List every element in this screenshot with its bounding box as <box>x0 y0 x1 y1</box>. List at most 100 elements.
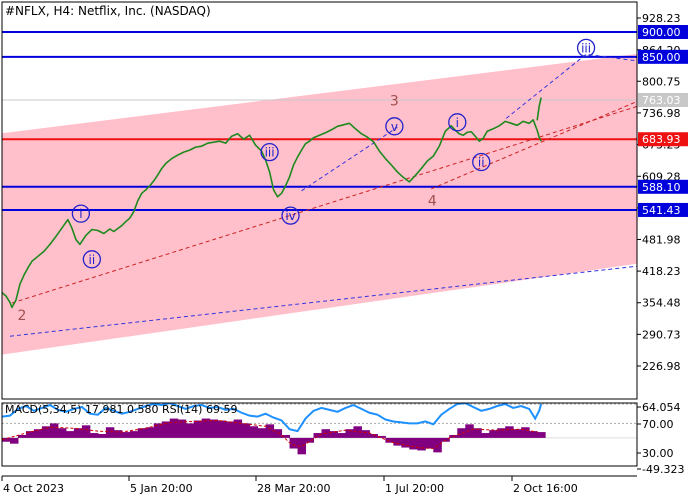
macd-bar <box>361 430 370 438</box>
macd-bar <box>2 437 11 442</box>
macd-bar <box>337 433 346 438</box>
macd-bar <box>513 429 522 438</box>
macd-signal-line <box>2 419 538 450</box>
price-tick-label: 226.98 <box>642 360 681 373</box>
macd-bar <box>297 437 307 455</box>
macd-bar <box>369 434 378 438</box>
macd-bar <box>161 421 171 438</box>
wave-label: 3 <box>390 93 399 109</box>
indicator-title: MACD(5,34,5) 17.981 0.580 RSI(14) 69.59 <box>5 403 237 416</box>
macd-bar <box>57 428 67 438</box>
macd-bar <box>425 437 434 449</box>
price-frame <box>1 1 638 400</box>
macd-bar <box>129 431 139 438</box>
macd-bar <box>201 418 211 438</box>
level-tag-label: 850.00 <box>642 51 681 64</box>
macd-bar <box>457 428 466 438</box>
wave-label-ring <box>82 250 102 269</box>
macd-bar <box>105 427 115 438</box>
macd-bar <box>505 426 514 438</box>
wave-label: 4 <box>428 194 437 210</box>
price-tick-label: 290.73 <box>642 328 681 341</box>
rsi-line <box>2 403 543 433</box>
macd-bar <box>281 434 291 438</box>
macd-bar <box>393 437 402 446</box>
macd-bar <box>153 423 163 438</box>
wave-label-ring <box>448 113 467 132</box>
price-tick-label: 418.23 <box>642 265 681 278</box>
price-spike <box>536 97 542 121</box>
macd-bar <box>73 428 83 438</box>
x-tick-label: 28 Mar 20:00 <box>257 482 330 495</box>
level-tag-label: 900.00 <box>642 26 681 39</box>
wave-label: i <box>79 207 82 221</box>
x-tick-label: 2 Oct 16:00 <box>513 482 578 495</box>
level-tag <box>638 49 688 64</box>
macd-bar <box>345 429 354 438</box>
macd-bar <box>537 432 546 438</box>
indicator-tick-label: 30.00 <box>642 447 674 460</box>
macd-bar <box>169 418 179 438</box>
level-tag <box>638 132 688 147</box>
macd-bar <box>209 419 219 438</box>
macd-bar <box>33 429 43 438</box>
macd-bar <box>177 419 187 438</box>
macd-bar <box>273 429 283 438</box>
macd-bar <box>465 424 474 438</box>
level-tag <box>638 202 688 217</box>
wave-label-ring <box>385 117 404 136</box>
macd-bar <box>377 435 386 438</box>
level-tag <box>638 92 688 107</box>
indicator-frame <box>1 402 638 467</box>
macd-bar <box>329 431 338 438</box>
macd-bar <box>137 428 147 438</box>
trendline <box>505 53 637 119</box>
macd-bar <box>193 420 203 438</box>
chart-title: #NFLX, H4: Netflix, Inc. (NASDAQ) <box>5 4 211 18</box>
trendline <box>9 265 637 337</box>
wave-label-ring <box>472 152 491 172</box>
macd-bar <box>249 426 259 438</box>
macd-bar <box>265 424 275 438</box>
macd-bar <box>97 434 107 438</box>
macd-bar <box>313 433 322 438</box>
wave-label: iii <box>265 146 275 160</box>
price-tick-label: 928.23 <box>642 12 681 25</box>
macd-bar <box>145 427 155 438</box>
level-tag <box>638 25 688 40</box>
wave-label-ring <box>71 204 91 223</box>
indicator-tick-label: -49.323 <box>642 463 684 476</box>
price-line <box>2 119 542 309</box>
macd-bar <box>353 426 362 438</box>
macd-bar <box>385 437 394 443</box>
macd-bar <box>529 431 538 438</box>
wave-label: iii <box>581 41 591 55</box>
level-tag-label: 588.10 <box>642 181 681 194</box>
x-tick-label: 1 Jul 20:00 <box>385 482 444 495</box>
indicator-tick-label: 70.00 <box>642 418 674 431</box>
macd-bar <box>481 433 490 438</box>
macd-bar <box>185 423 195 438</box>
macd-bar <box>49 423 59 438</box>
macd-bar <box>289 437 299 449</box>
price-tick-label: 354.48 <box>642 297 681 310</box>
macd-bar <box>217 420 227 438</box>
wave-label: ii <box>89 253 96 267</box>
indicator-plot <box>2 403 637 455</box>
macd-bar <box>17 434 27 438</box>
level-tag <box>638 179 688 194</box>
macd-bar <box>41 426 51 438</box>
wave-label: ii <box>478 156 485 170</box>
macd-bar <box>81 425 91 438</box>
wave-label: iv <box>285 209 295 223</box>
macd-bar <box>521 427 530 438</box>
macd-bar <box>417 437 426 451</box>
macd-bar <box>257 428 267 438</box>
macd-bar <box>9 437 19 444</box>
price-tick-label: 800.75 <box>642 75 681 88</box>
macd-bar <box>89 433 99 438</box>
macd-bar <box>225 421 235 438</box>
